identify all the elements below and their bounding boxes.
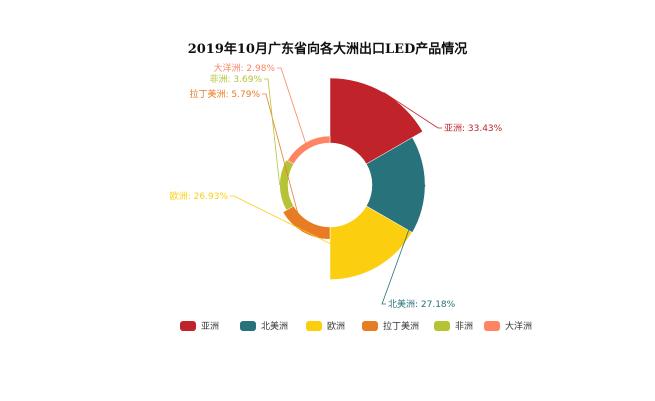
slice-4[interactable]	[282, 205, 331, 240]
legend-item-2[interactable]: 北美洲	[240, 320, 288, 332]
legend-item-4[interactable]: 拉丁美洲	[362, 320, 419, 332]
slice-2[interactable]	[366, 137, 426, 233]
leader-line-5	[264, 78, 281, 186]
legend-label-2: 北美洲	[261, 320, 288, 332]
slice-label-5: 非洲: 3.69%	[210, 73, 263, 85]
leader-line-3	[230, 195, 378, 268]
slice-label-6: 大洋洲: 2.98%	[214, 62, 276, 74]
legend-swatch-3	[306, 321, 322, 331]
legend-item-1[interactable]: 亚洲	[180, 321, 219, 332]
chart-slices	[279, 77, 426, 280]
slice-5[interactable]	[279, 159, 294, 211]
legend-item-6[interactable]: 大洋洲	[484, 320, 532, 332]
slice-label-2: 北美洲: 27.18%	[388, 298, 456, 310]
leader-line-6	[277, 67, 306, 143]
slice-3[interactable]	[329, 205, 413, 280]
slice-labels: 亚洲: 33.43% 北美洲: 27.18% 欧洲: 26.93% 拉丁美洲: 5.7…	[170, 62, 503, 310]
leader-line-4	[262, 93, 304, 233]
legend-label-1: 亚洲	[201, 321, 219, 332]
legend-label-5: 非洲	[455, 320, 473, 332]
slice-label-4: 拉丁美洲: 5.79%	[190, 88, 261, 100]
slice-label-3: 欧洲: 26.93%	[170, 190, 229, 202]
legend-label-6: 大洋洲	[505, 320, 532, 332]
legend-item-5[interactable]: 非洲	[434, 320, 473, 332]
chart-title: 2019年10月广东省向各大洲出口LED产品情况	[187, 42, 468, 57]
leader-line-1	[383, 92, 442, 129]
label-leader-lines	[230, 67, 442, 305]
slice-label-1: 亚洲: 33.43%	[444, 123, 503, 134]
leader-line-2	[381, 184, 426, 305]
legend-swatch-4	[362, 321, 378, 331]
legend-swatch-5	[434, 321, 450, 331]
legend-swatch-1	[180, 321, 196, 331]
chart-legend[interactable]: 亚洲 北美洲 欧洲 拉丁美洲 非洲 大洋洲	[180, 320, 532, 332]
slice-1[interactable]	[329, 77, 424, 165]
slice-6[interactable]	[287, 135, 331, 165]
legend-label-3: 欧洲	[327, 320, 345, 332]
legend-swatch-6	[484, 321, 500, 331]
legend-label-4: 拉丁美洲	[383, 320, 419, 332]
legend-swatch-2	[240, 321, 256, 331]
legend-item-3[interactable]: 欧洲	[306, 320, 345, 332]
